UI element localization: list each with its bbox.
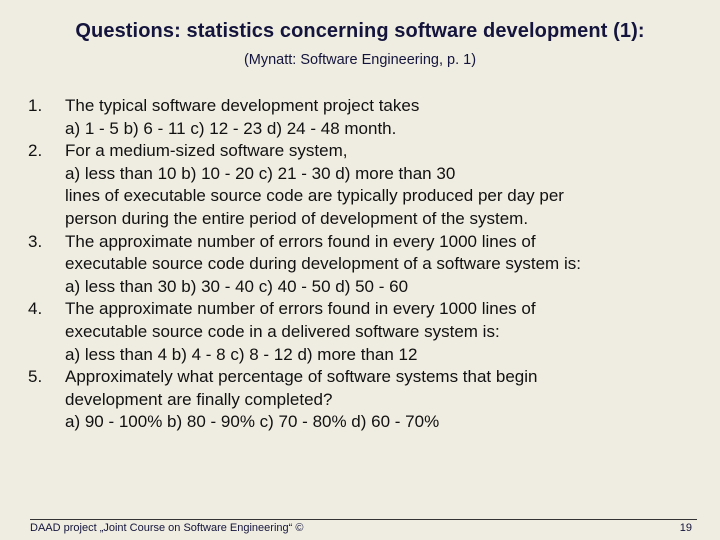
question-options-line: a) less than 10 b) 10 - 20 c) 21 - 30 d)…: [65, 163, 456, 183]
question-options-line: a) 1 - 5 b) 6 - 11 c) 12 - 23 d) 24 - 48…: [65, 118, 397, 138]
question-text-line: person during the entire period of devel…: [65, 208, 529, 228]
question-number: 1.: [28, 96, 43, 115]
question-number: 4.: [28, 299, 43, 319]
question-text-line: lines of executable source code are typi…: [65, 186, 564, 206]
footer-text: DAAD project „Joint Course on Software E…: [30, 522, 304, 534]
question-text-line: executable source code during developmen…: [65, 254, 581, 274]
question-number: 5.: [28, 367, 43, 387]
question-number: 2.: [28, 141, 43, 161]
slide-subtitle: (Mynatt: Software Engineering, p. 1): [243, 52, 477, 68]
question-item: 1. The typical software development proj…: [28, 95, 708, 140]
footer-divider: [30, 519, 697, 520]
question-options-line: a) less than 30 b) 30 - 40 c) 40 - 50 d)…: [65, 276, 409, 296]
question-text-line: For a medium-sized software system,: [65, 141, 348, 161]
page-number: 19: [679, 522, 692, 534]
question-list: 1. The typical software development proj…: [28, 95, 708, 434]
question-item: 2. For a medium-sized software system, a…: [28, 140, 708, 230]
question-item: 3. The approximate number of errors foun…: [28, 231, 708, 299]
question-item: 5. Approximately what percentage of soft…: [28, 366, 708, 434]
slide-title: Questions: statistics concerning softwar…: [75, 20, 645, 42]
question-text-line: The approximate number of errors found i…: [65, 231, 536, 251]
question-text-line: Approximately what percentage of softwar…: [65, 367, 538, 387]
question-options-line: a) 90 - 100% b) 80 - 90% c) 70 - 80% d) …: [65, 412, 440, 432]
question-item: 4. The approximate number of errors foun…: [28, 298, 708, 366]
question-text-line: The typical software development project…: [65, 96, 420, 115]
question-text-line: executable source code in a delivered so…: [65, 321, 500, 341]
question-number: 3.: [28, 231, 43, 251]
question-options-line: a) less than 4 b) 4 - 8 c) 8 - 12 d) mor…: [65, 344, 418, 364]
question-text-line: The approximate number of errors found i…: [65, 299, 536, 319]
question-text-line: development are finally completed?: [65, 389, 333, 409]
